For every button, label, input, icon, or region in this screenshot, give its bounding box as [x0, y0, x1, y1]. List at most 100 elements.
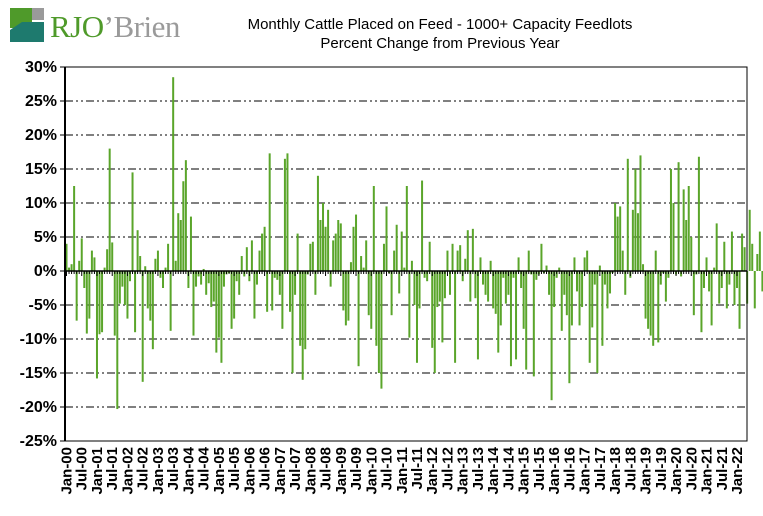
bar [664, 271, 667, 302]
x-tick-label: Jan-00 [59, 447, 76, 495]
bar [705, 257, 708, 271]
bar [128, 271, 131, 282]
bar [456, 250, 459, 271]
bar [162, 271, 165, 288]
bar [393, 250, 396, 271]
bar [205, 271, 208, 295]
bar [520, 271, 523, 288]
bar [410, 260, 413, 271]
bar [609, 271, 612, 294]
bar [179, 220, 182, 271]
x-tick-label: Jan-06 [241, 447, 258, 495]
x-tick-label: Jan-12 [424, 447, 441, 495]
x-tick-label: Jul-19 [653, 447, 670, 490]
bar [337, 220, 340, 271]
bar [492, 271, 495, 309]
bar [713, 267, 716, 271]
bar [375, 271, 378, 346]
bar [258, 250, 261, 271]
chart-title: Monthly Cattle Placed on Feed - 1000+ Ca… [247, 16, 633, 33]
logo-wordmark: RJO’Brien [50, 10, 180, 44]
bar [167, 243, 170, 271]
bar [697, 156, 700, 271]
bar [90, 250, 93, 271]
bar [68, 267, 71, 271]
bar [504, 271, 507, 304]
x-tick-label: Jul-14 [500, 446, 517, 490]
bar [649, 271, 652, 336]
bar [728, 271, 731, 285]
x-tick-label: Jan-18 [607, 447, 624, 495]
bar [593, 271, 596, 285]
bar [626, 158, 629, 271]
bar [121, 271, 124, 287]
bar [126, 271, 129, 319]
y-tick-label: 20% [25, 127, 57, 144]
bar [570, 271, 573, 326]
bar [741, 233, 744, 271]
bar [268, 153, 271, 271]
bar [408, 271, 411, 338]
x-tick-label: Jul-16 [561, 447, 578, 490]
bar [647, 271, 650, 329]
x-tick-label: Jan-20 [668, 447, 685, 495]
bar [377, 271, 380, 373]
bar [718, 271, 721, 304]
x-tick-label: Jan-09 [333, 447, 350, 495]
bar [329, 271, 332, 287]
bar [512, 271, 515, 278]
bar [449, 271, 452, 295]
bar [195, 271, 198, 287]
bar [123, 271, 126, 305]
bar [301, 271, 304, 380]
bar [299, 271, 302, 346]
y-tick-label: 0% [34, 263, 57, 280]
bar [294, 271, 297, 295]
bar [319, 220, 322, 271]
bar [423, 271, 426, 278]
logo-brand-brien: ’Brien [103, 9, 181, 44]
bar [372, 186, 375, 271]
bar [111, 242, 114, 271]
bar [253, 271, 256, 319]
axes [60, 66, 748, 442]
x-tick-label: Jul-20 [683, 447, 700, 490]
x-tick-label: Jul-13 [470, 447, 487, 490]
bar [687, 186, 690, 271]
bar [202, 268, 205, 271]
bar [70, 264, 73, 271]
bar [212, 271, 215, 302]
bar [692, 271, 695, 316]
y-tick-label: -5% [29, 297, 57, 314]
bar [332, 240, 335, 271]
y-tick-label: 5% [34, 229, 57, 246]
bar [639, 155, 642, 271]
bar [327, 209, 330, 271]
bar [177, 213, 180, 271]
x-tick-label: Jul-15 [531, 447, 548, 490]
bar [233, 271, 236, 319]
bar [192, 271, 195, 336]
x-tick-label: Jul-06 [257, 447, 274, 490]
bar [172, 77, 175, 271]
bar [443, 271, 446, 299]
bar [565, 271, 568, 316]
bar [436, 271, 439, 308]
bar [532, 271, 535, 377]
bar [169, 271, 172, 331]
x-tick-labels: Jan-00Jul-00Jan-01Jul-01Jan-02Jul-02Jan-… [59, 446, 747, 494]
bar [603, 271, 606, 285]
bar [250, 240, 253, 271]
rjo-brien-logo: RJO’Brien [8, 6, 180, 46]
bar [380, 271, 383, 389]
bar [248, 271, 251, 282]
bar [515, 271, 518, 360]
bar [139, 256, 142, 271]
bar [289, 271, 291, 312]
bar [507, 271, 510, 295]
bar [207, 271, 210, 284]
bar [573, 257, 576, 271]
bar [400, 231, 403, 271]
bar [182, 181, 185, 271]
